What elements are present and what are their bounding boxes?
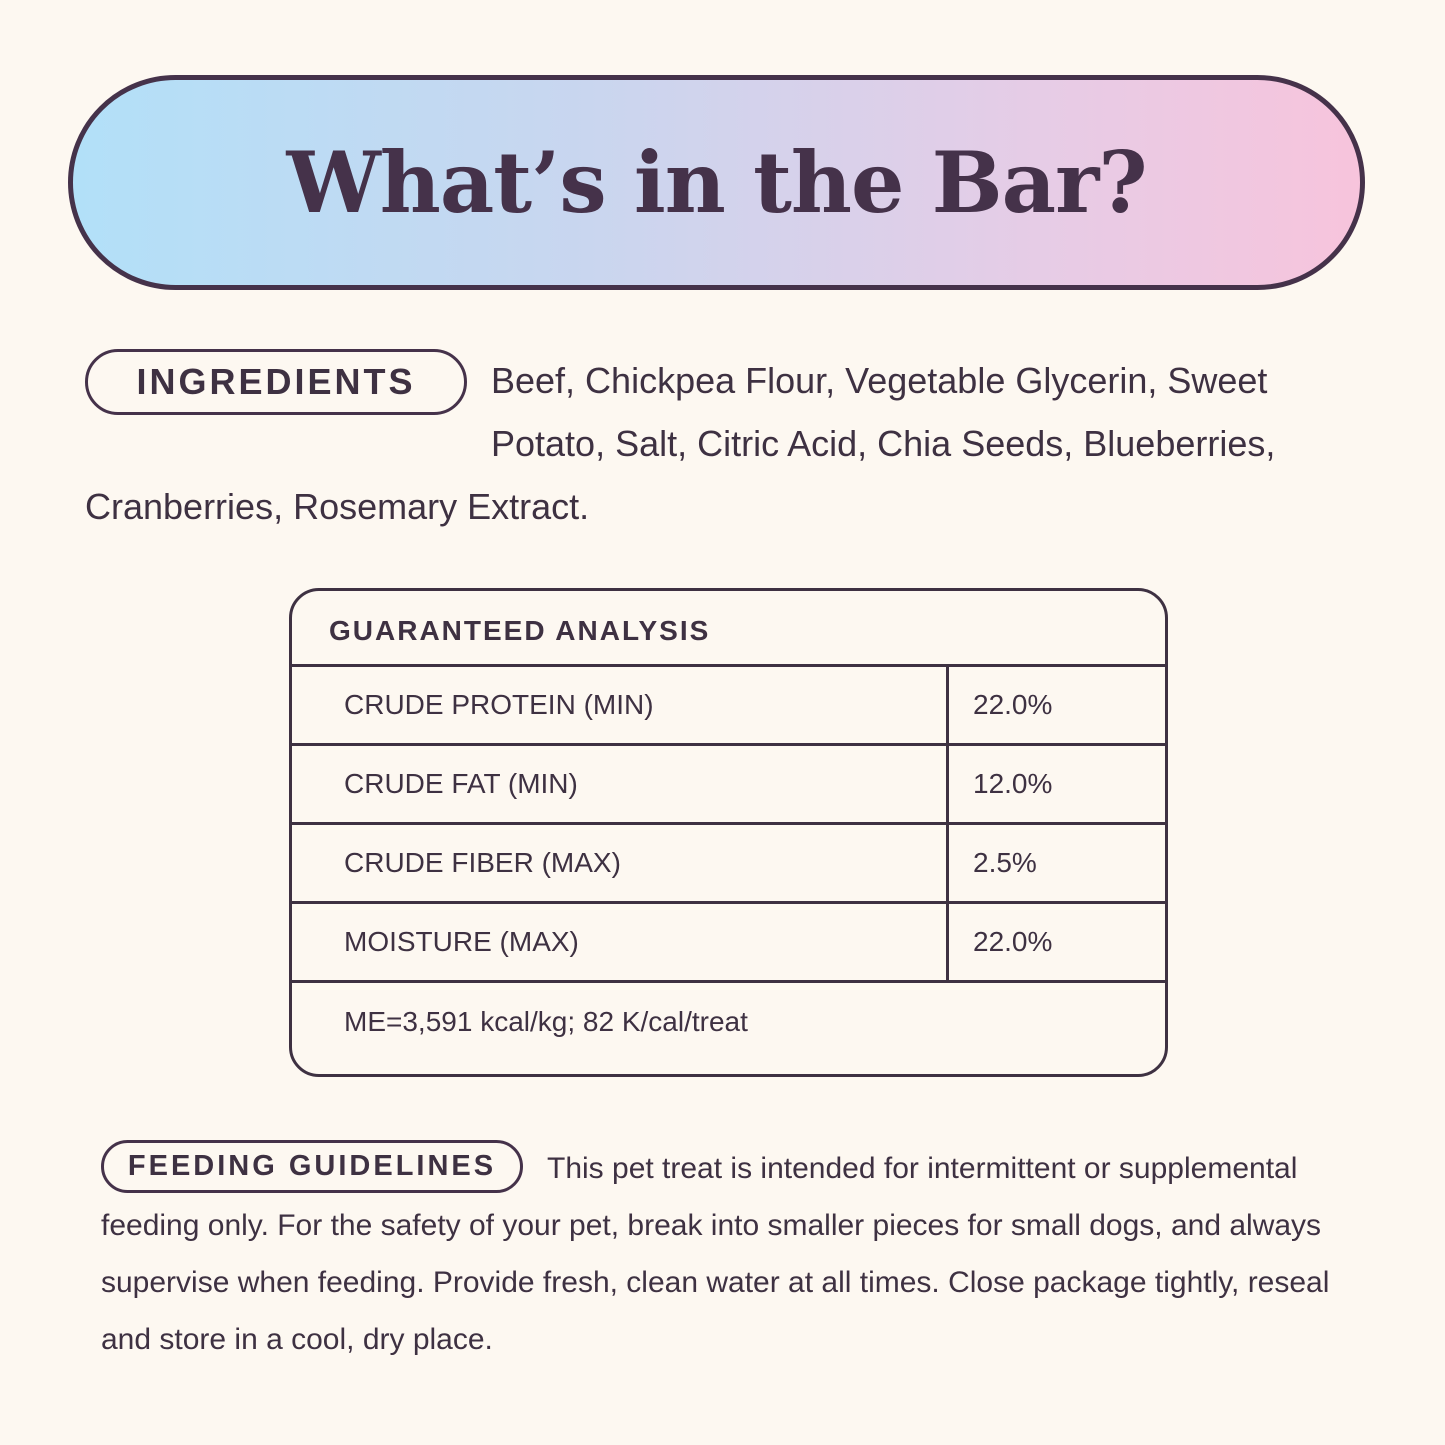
ingredients-text: Beef, Chickpea Flour, Vegetable Glycerin… — [85, 360, 1276, 527]
table-title: GUARANTEED ANALYSIS — [292, 591, 1165, 667]
guaranteed-analysis-table: GUARANTEED ANALYSIS CRUDE PROTEIN (MIN) 2… — [289, 588, 1168, 1077]
table-row: CRUDE FIBER (MAX) 2.5% — [292, 825, 1165, 904]
table-footer: ME=3,591 kcal/kg; 82 K/cal/treat — [344, 1006, 748, 1037]
table-row: CRUDE FAT (MIN) 12.0% — [292, 746, 1165, 825]
title-banner: What’s in the Bar? — [68, 75, 1365, 290]
row-value: 2.5% — [973, 847, 1037, 878]
row-value: 12.0% — [973, 768, 1053, 799]
feeding-section: FEEDING GUIDELINES This pet treat is int… — [101, 1140, 1351, 1368]
row-label: CRUDE PROTEIN (MIN) — [292, 667, 949, 743]
row-value: 22.0% — [973, 689, 1053, 720]
feeding-label: FEEDING GUIDELINES — [101, 1140, 523, 1193]
table-row: CRUDE PROTEIN (MIN) 22.0% — [292, 667, 1165, 746]
row-label: MOISTURE (MAX) — [292, 904, 949, 980]
feeding-text: This pet treat is intended for intermitt… — [101, 1152, 1330, 1356]
table-row: MOISTURE (MAX) 22.0% — [292, 904, 1165, 983]
ingredients-label: INGREDIENTS — [85, 349, 467, 415]
row-label: CRUDE FIBER (MAX) — [292, 825, 949, 901]
row-value: 22.0% — [973, 926, 1053, 957]
ingredients-section: INGREDIENTS Beef, Chickpea Flour, Vegeta… — [85, 349, 1325, 538]
page-title: What’s in the Bar? — [286, 133, 1147, 232]
row-label: CRUDE FAT (MIN) — [292, 746, 949, 822]
